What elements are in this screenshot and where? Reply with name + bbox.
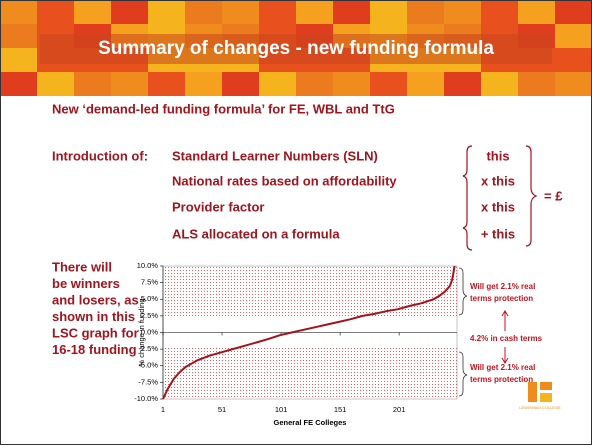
- protection-band: [163, 266, 457, 318]
- braces: [462, 145, 538, 251]
- banner-tile: [0, 48, 37, 72]
- annotation: terms protection: [470, 375, 533, 384]
- x-axis-label: General FE Colleges: [274, 418, 347, 427]
- banner-tile: [222, 72, 259, 96]
- banner-tile: [74, 72, 111, 96]
- intro: Introduction of:: [52, 148, 148, 163]
- side-line: and losers, as: [52, 292, 139, 307]
- banner-tile: [37, 72, 74, 96]
- multiplier: x this: [481, 173, 515, 188]
- banner-tile: [259, 0, 296, 24]
- banner-tile: [555, 48, 592, 72]
- banner-tile: [148, 72, 185, 96]
- banner-tile: [407, 72, 444, 96]
- banner-tile: [259, 72, 296, 96]
- side-line: be winners: [52, 276, 120, 291]
- banner-tile: [0, 24, 37, 48]
- y-tick-label: 10.0%: [137, 261, 159, 270]
- chart: 10.0% 7.5% 5.0% 2.5% 0.0% -2.5% -5.0% -7.5% -10.…: [134, 261, 542, 427]
- annotation: terms protection: [470, 294, 533, 303]
- banner-tile: [407, 0, 444, 24]
- banner-tile: [370, 72, 407, 96]
- y-tick-label: 2.5%: [141, 311, 158, 320]
- logo: LEWISHAM COLLEGE: [519, 382, 561, 410]
- y-tick-label: 0.0%: [141, 327, 158, 336]
- item: Standard Learner Numbers (SLN): [172, 148, 378, 163]
- side-line: LSC graph for: [52, 325, 139, 340]
- annotation-bracket: [458, 267, 468, 316]
- banner-tile: [333, 72, 370, 96]
- side-line: 16-18 funding: [52, 342, 137, 357]
- banner-tile: [481, 0, 518, 24]
- banner-tile: [555, 72, 592, 96]
- y-tick-label: -7.5%: [138, 377, 158, 386]
- y-tick-label: 7.5%: [141, 278, 158, 287]
- annotation-bracket: [458, 351, 468, 397]
- x-tick-label: 1: [161, 405, 165, 414]
- multiplier: this: [486, 148, 509, 163]
- banner-tile: [518, 72, 555, 96]
- banner: [0, 0, 592, 96]
- banner-tile: [370, 0, 407, 24]
- x-tick-label: 151: [334, 405, 347, 414]
- banner-tile: [74, 0, 111, 24]
- multiplier: + this: [481, 226, 515, 241]
- x-tick-label: 101: [275, 405, 288, 414]
- item: Provider factor: [172, 199, 264, 214]
- banner-tile: [555, 24, 592, 48]
- banner-tile: [37, 0, 74, 24]
- arrow: [501, 310, 509, 364]
- banner-tile: [481, 72, 518, 96]
- banner-tile: [444, 72, 481, 96]
- item: National rates based on affordability: [172, 173, 397, 188]
- banner-tile: [222, 0, 259, 24]
- side-line: shown in this: [52, 309, 135, 324]
- banner-tile: [0, 72, 37, 96]
- data-line: [162, 265, 456, 400]
- banner-tile: [185, 0, 222, 24]
- banner-tile: [111, 0, 148, 24]
- annotation: Will get 2.1% real: [470, 282, 535, 291]
- result: = £: [544, 188, 563, 203]
- banner-tile: [296, 0, 333, 24]
- banner-tile: [185, 72, 222, 96]
- banner-tile: [111, 72, 148, 96]
- multiplier: x this: [481, 199, 515, 214]
- protection-band: [163, 347, 457, 399]
- title-bar: [40, 34, 552, 64]
- logo-text: LEWISHAM COLLEGE: [519, 405, 561, 410]
- y-tick-label: -10.0%: [134, 394, 158, 403]
- banner-tile: [444, 0, 481, 24]
- banner-tile: [148, 0, 185, 24]
- side-line: There will: [52, 259, 112, 274]
- y-tick-label: -2.5%: [138, 344, 158, 353]
- x-tick-label: 201: [393, 405, 406, 414]
- subtitle: New ‘demand-led funding formula’ for FE,…: [52, 101, 395, 116]
- banner-tile: [518, 0, 555, 24]
- banner-tile: [333, 0, 370, 24]
- annotation: Will get 2.1% real: [470, 363, 535, 372]
- banner-tile: [555, 0, 592, 24]
- items: Standard Learner Numbers (SLN) this Nation…: [172, 148, 515, 241]
- y-tick-label: -5.0%: [138, 361, 158, 370]
- slide-title: Summary of changes - new funding formula: [98, 38, 494, 59]
- annotation: 4.2% in cash terms: [470, 334, 543, 343]
- y-tick-label: 5.0%: [141, 294, 158, 303]
- banner-tile: [0, 0, 37, 24]
- x-tick-label: 51: [218, 405, 226, 414]
- banner-tile: [296, 72, 333, 96]
- y-axis-label: % change in funding: [137, 299, 146, 367]
- item: ALS allocated on a formula: [172, 226, 340, 241]
